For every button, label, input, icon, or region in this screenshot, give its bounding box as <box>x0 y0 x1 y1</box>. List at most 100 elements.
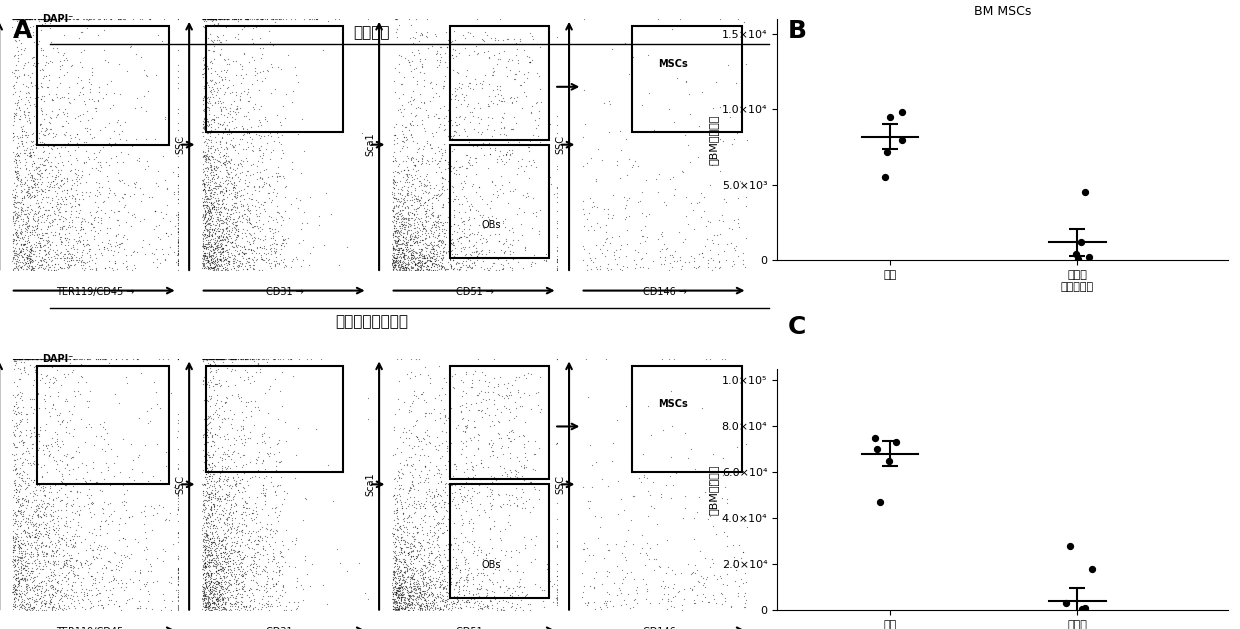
Point <box>384 594 404 604</box>
Point <box>387 602 407 612</box>
Point <box>7 232 27 242</box>
Point <box>24 150 43 160</box>
Point <box>56 213 76 223</box>
Point <box>33 235 53 245</box>
Point <box>202 231 222 241</box>
Point <box>389 582 409 593</box>
Point <box>574 482 594 493</box>
Point <box>202 464 222 474</box>
Point <box>217 215 237 225</box>
Point <box>384 566 404 576</box>
Point <box>384 490 404 500</box>
Point <box>5 480 25 490</box>
Point <box>456 594 476 604</box>
Point <box>267 567 286 577</box>
Point <box>33 140 53 150</box>
Point <box>167 198 187 208</box>
Point <box>73 260 93 270</box>
Point <box>222 353 242 364</box>
Point <box>387 578 407 588</box>
Point <box>224 565 244 575</box>
Point <box>393 194 413 204</box>
Point <box>27 221 47 231</box>
Point <box>201 158 221 168</box>
Point <box>45 214 64 224</box>
Point <box>226 109 246 119</box>
Point <box>384 248 404 258</box>
Point <box>438 567 458 577</box>
Point <box>482 70 502 80</box>
Point <box>472 568 492 578</box>
Point <box>392 211 412 221</box>
Point <box>22 53 42 63</box>
Point <box>226 569 246 579</box>
Point <box>232 519 252 529</box>
Point <box>35 559 55 569</box>
Point <box>456 232 476 242</box>
Point <box>9 579 29 589</box>
Point <box>456 150 476 160</box>
Point <box>5 540 25 550</box>
Point <box>399 225 419 235</box>
Point <box>249 145 269 155</box>
Point <box>392 143 412 153</box>
Point <box>14 589 33 599</box>
Point <box>223 447 243 457</box>
Point <box>57 498 77 508</box>
Point <box>193 499 213 509</box>
Point <box>200 353 219 364</box>
Point <box>98 593 118 603</box>
Point <box>637 486 657 496</box>
Point <box>200 602 219 612</box>
Point <box>234 433 254 443</box>
Point <box>41 36 61 47</box>
Point <box>422 257 441 267</box>
Point <box>46 437 66 447</box>
Point <box>203 356 223 366</box>
Point <box>221 353 241 364</box>
Point <box>29 201 48 211</box>
Point <box>548 257 568 267</box>
Point <box>196 562 216 572</box>
Point <box>423 499 443 509</box>
Point <box>216 165 236 175</box>
Point <box>196 134 216 144</box>
Point <box>206 525 226 535</box>
Point <box>735 587 755 598</box>
Point <box>396 213 415 223</box>
Point <box>197 597 217 607</box>
Point <box>27 369 47 379</box>
Point <box>506 471 526 481</box>
Point <box>388 255 408 265</box>
Point <box>24 213 43 223</box>
Point <box>223 586 243 596</box>
Point <box>207 594 227 604</box>
Point <box>95 208 115 218</box>
Point <box>407 599 427 609</box>
Point <box>47 513 67 523</box>
Point <box>200 509 219 520</box>
Point <box>210 181 229 191</box>
Point <box>202 204 222 214</box>
Point <box>6 227 26 237</box>
Point <box>197 395 217 405</box>
Point <box>404 564 424 574</box>
Point <box>167 493 187 503</box>
Point <box>213 547 233 557</box>
Point <box>32 596 52 606</box>
Point <box>728 251 748 261</box>
Point <box>198 557 218 567</box>
Point <box>216 504 236 515</box>
Point <box>676 211 696 221</box>
Point <box>228 230 248 240</box>
Point <box>207 588 227 598</box>
Point <box>389 571 409 581</box>
Point <box>205 201 224 211</box>
Point <box>436 596 456 606</box>
Point <box>197 510 217 520</box>
Point <box>238 14 258 24</box>
Point <box>207 493 227 503</box>
Point <box>244 420 264 430</box>
Point <box>135 554 155 564</box>
Point <box>548 111 568 121</box>
